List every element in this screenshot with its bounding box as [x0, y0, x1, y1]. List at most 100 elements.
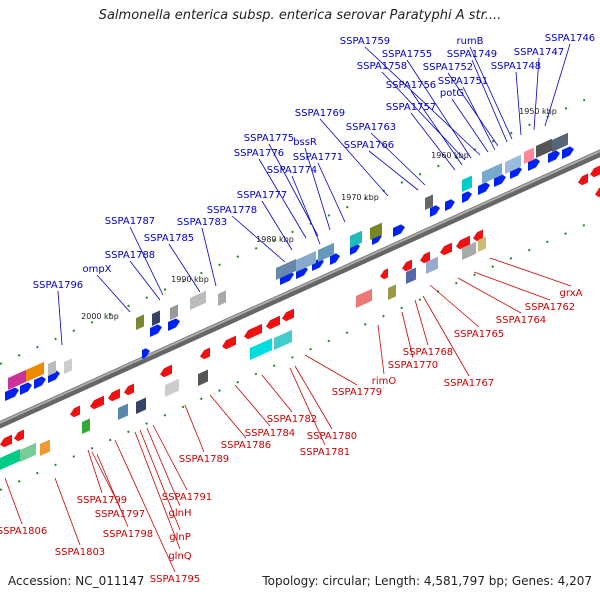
reverse-gene-label: SSPA1798 [103, 529, 153, 540]
scale-mark-label: 1990 kbp [171, 275, 209, 284]
forward-gene-arrow [430, 205, 440, 217]
reverse-gene-arrow [590, 165, 600, 178]
forward-gene-block [218, 290, 226, 306]
forward-gene-block [482, 162, 502, 184]
forward-gene-label: SSPA1778 [207, 205, 257, 216]
reverse-gene-arrow [380, 268, 388, 280]
forward-gene-leader [544, 43, 571, 127]
forward-gene-leader [268, 143, 319, 237]
reverse-gene-block [82, 418, 90, 434]
reverse-gene-label: SSPA1764 [496, 315, 546, 326]
forward-gene-label: SSPA1766 [344, 140, 394, 151]
reverse-gene-block [406, 267, 416, 284]
forward-gene-label: potG [440, 88, 464, 99]
scale-mark-label: 1960 kbp [431, 151, 469, 160]
map-title: Salmonella enterica subsp. enterica sero… [98, 8, 502, 23]
forward-gene-label: SSPA1774 [267, 165, 317, 176]
reverse-gene-block [426, 256, 438, 274]
forward-gene-leader [258, 158, 307, 239]
reverse-gene-leader [54, 477, 81, 546]
forward-gene-arrow [494, 174, 506, 187]
forward-gene-arrow [20, 382, 32, 395]
reverse-gene-arrow [266, 315, 280, 330]
reverse-gene-leader [234, 384, 271, 427]
reverse-gene-leader [134, 431, 181, 550]
forward-gene-label: rumB [456, 36, 483, 47]
forward-gene-arrow [562, 146, 574, 159]
reverse-gene-leader [473, 271, 551, 301]
reverse-gene-arrow [244, 323, 262, 340]
reverse-gene-arrow [0, 434, 12, 448]
reverse-gene-arrow [200, 347, 210, 360]
scale-mark-label: 1980 kbp [256, 235, 294, 244]
forward-gene-label: bssR [293, 137, 317, 148]
forward-gene-leader [261, 200, 293, 251]
reverse-gene-block [118, 403, 128, 420]
forward-gene-label: SSPA1756 [386, 80, 436, 91]
reverse-gene-block [356, 288, 372, 308]
forward-gene-label: SSPA1788 [105, 250, 155, 261]
reverse-gene-arrow [473, 229, 483, 242]
forward-gene-label: SSPA1769 [295, 108, 345, 119]
reverse-gene-leader [294, 365, 333, 430]
reverse-gene-label: glnQ [168, 551, 191, 562]
scale-mark-label: 1950 kbp [519, 107, 557, 116]
reverse-gene-label: SSPA1770 [388, 360, 438, 371]
forward-gene-leader [410, 90, 463, 166]
reverse-gene-label: SSPA1795 [150, 574, 200, 585]
reverse-gene-arrow [420, 251, 430, 264]
forward-gene-leader [129, 260, 161, 301]
reverse-gene-label: grxA [560, 288, 583, 299]
scale-mark-label: 1970 kbp [341, 193, 379, 202]
forward-gene-block [552, 132, 568, 152]
forward-gene-block [370, 222, 382, 240]
reverse-gene-block [20, 442, 36, 462]
reverse-gene-block [165, 378, 179, 397]
scale-marks: 2000 kbp 1990 kbp 1980 kbp 1970 kbp 1960 kbp… [81, 107, 557, 321]
forward-gene-label: SSPA1775 [244, 133, 294, 144]
forward-gene-label: SSPA1783 [177, 217, 227, 228]
forward-gene-leader [368, 150, 419, 191]
forward-gene-label: SSPA1748 [491, 61, 541, 72]
forward-gene-leader [533, 57, 540, 131]
forward-gene-label: SSPA1776 [234, 148, 284, 159]
reverse-gene-block [274, 329, 292, 350]
forward-gene-label: SSPA1785 [144, 233, 194, 244]
forward-gene-arrow [462, 191, 472, 203]
reverse-gene-label: SSPA1782 [267, 414, 317, 425]
reverse-gene-leader [377, 324, 385, 375]
reverse-gene-leader [261, 374, 293, 413]
reverse-gene-label: SSPA1784 [245, 428, 295, 439]
reverse-gene-label: glnH [169, 508, 192, 519]
reverse-gene-leader [422, 295, 470, 377]
reverse-gene-leader [489, 257, 572, 287]
forward-gene-leader [304, 147, 331, 231]
forward-gene-label: SSPA1759 [340, 36, 390, 47]
reverse-gene-block [250, 338, 272, 360]
forward-gene-leader [201, 227, 217, 287]
forward-gene-label: SSPA1751 [438, 76, 488, 87]
forward-features [5, 132, 574, 401]
forward-gene-arrow [142, 348, 150, 359]
forward-gene-leader [447, 72, 499, 147]
forward-gene-block [276, 258, 296, 280]
forward-gene-leader [381, 71, 466, 161]
reverse-gene-label: glnP [169, 532, 191, 543]
forward-gene-block [190, 290, 206, 310]
forward-gene-label: SSPA1763 [346, 122, 396, 133]
forward-gene-block [136, 314, 144, 330]
reverse-gene-block [462, 241, 476, 260]
forward-gene-arrow [478, 182, 490, 195]
reverse-gene-label: SSPA1780 [307, 431, 357, 442]
reverse-gene-leader [457, 277, 522, 314]
topology-summary: Topology: circular; Length: 4,581,797 bp… [262, 574, 592, 588]
forward-gene-leader [410, 112, 456, 171]
reverse-gene-leader [209, 394, 247, 439]
forward-gene-leader [319, 118, 389, 197]
reverse-gene-block [136, 397, 146, 414]
reverse-gene-block [388, 284, 396, 300]
forward-gene-label: SSPA1777 [237, 190, 287, 201]
forward-gene-leader [129, 226, 164, 296]
reverse-labels: SSPA1806 SSPA1803 SSPA1799 SSPA1797 SSPA1798… [0, 257, 583, 585]
